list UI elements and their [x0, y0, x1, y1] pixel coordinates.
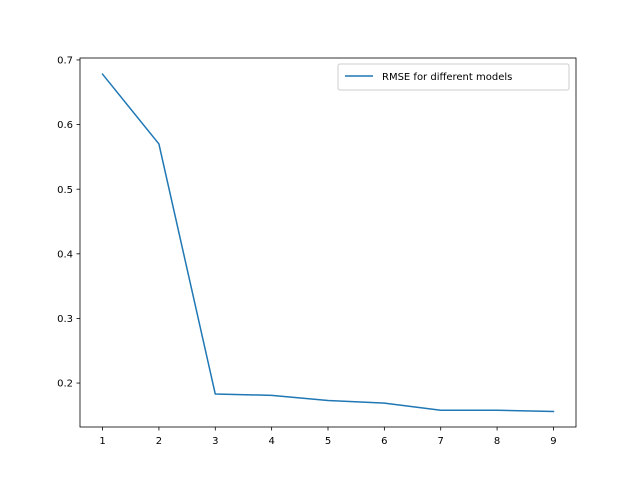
y-tick-label: 0.3: [57, 314, 73, 325]
x-tick-label: 7: [438, 436, 444, 447]
axes: 1 2 3 4 5 6 7 8 9 0.2 0.3 0.4 0.5 0.6 0.7: [57, 56, 577, 447]
y-tick-label: 0.5: [57, 185, 73, 196]
y-tick-label: 0.4: [57, 249, 73, 260]
x-tick-label: 1: [99, 436, 105, 447]
plot-area: [101, 73, 555, 413]
legend: RMSE for different models: [337, 63, 570, 91]
x-tick-label: 6: [381, 436, 387, 447]
x-tick-label: 4: [268, 436, 274, 447]
x-tick-label: 9: [550, 436, 556, 447]
series-line-0: [101, 73, 555, 413]
x-tick-label: 5: [325, 436, 331, 447]
y-tick-label: 0.6: [57, 120, 73, 131]
legend-box: [337, 63, 570, 91]
y-tick-label: 0.2: [57, 379, 73, 390]
x-tick-label: 3: [212, 436, 218, 447]
x-tick-label: 2: [156, 436, 162, 447]
legend-label: RMSE for different models: [382, 72, 512, 83]
x-tick-label: 8: [494, 436, 500, 447]
y-tick-label: 0.7: [57, 56, 73, 67]
